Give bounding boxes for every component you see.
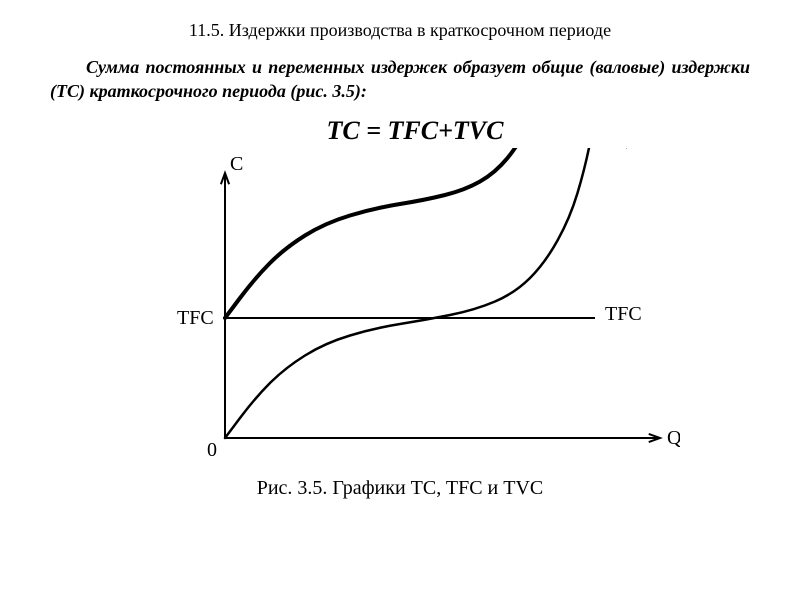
section-title: 11.5. Издержки производства в краткосроч… bbox=[50, 20, 750, 41]
tfc-label-left: TFC bbox=[177, 307, 214, 329]
cost-curves-chart: CQ0TFCTFCTVCTC bbox=[120, 148, 680, 473]
y-axis-label: C bbox=[230, 153, 243, 175]
tvc-label: TVC bbox=[607, 148, 647, 153]
formula: TC = TFC+TVC bbox=[50, 116, 750, 146]
figure-caption: Рис. 3.5. Графики TC, TFC и TVC bbox=[50, 477, 750, 500]
x-axis-label: Q bbox=[667, 427, 680, 449]
body-paragraph: Сумма постоянных и переменных издержек о… bbox=[50, 55, 750, 104]
origin-label: 0 bbox=[207, 439, 217, 461]
tfc-label-right: TFC bbox=[605, 303, 642, 325]
